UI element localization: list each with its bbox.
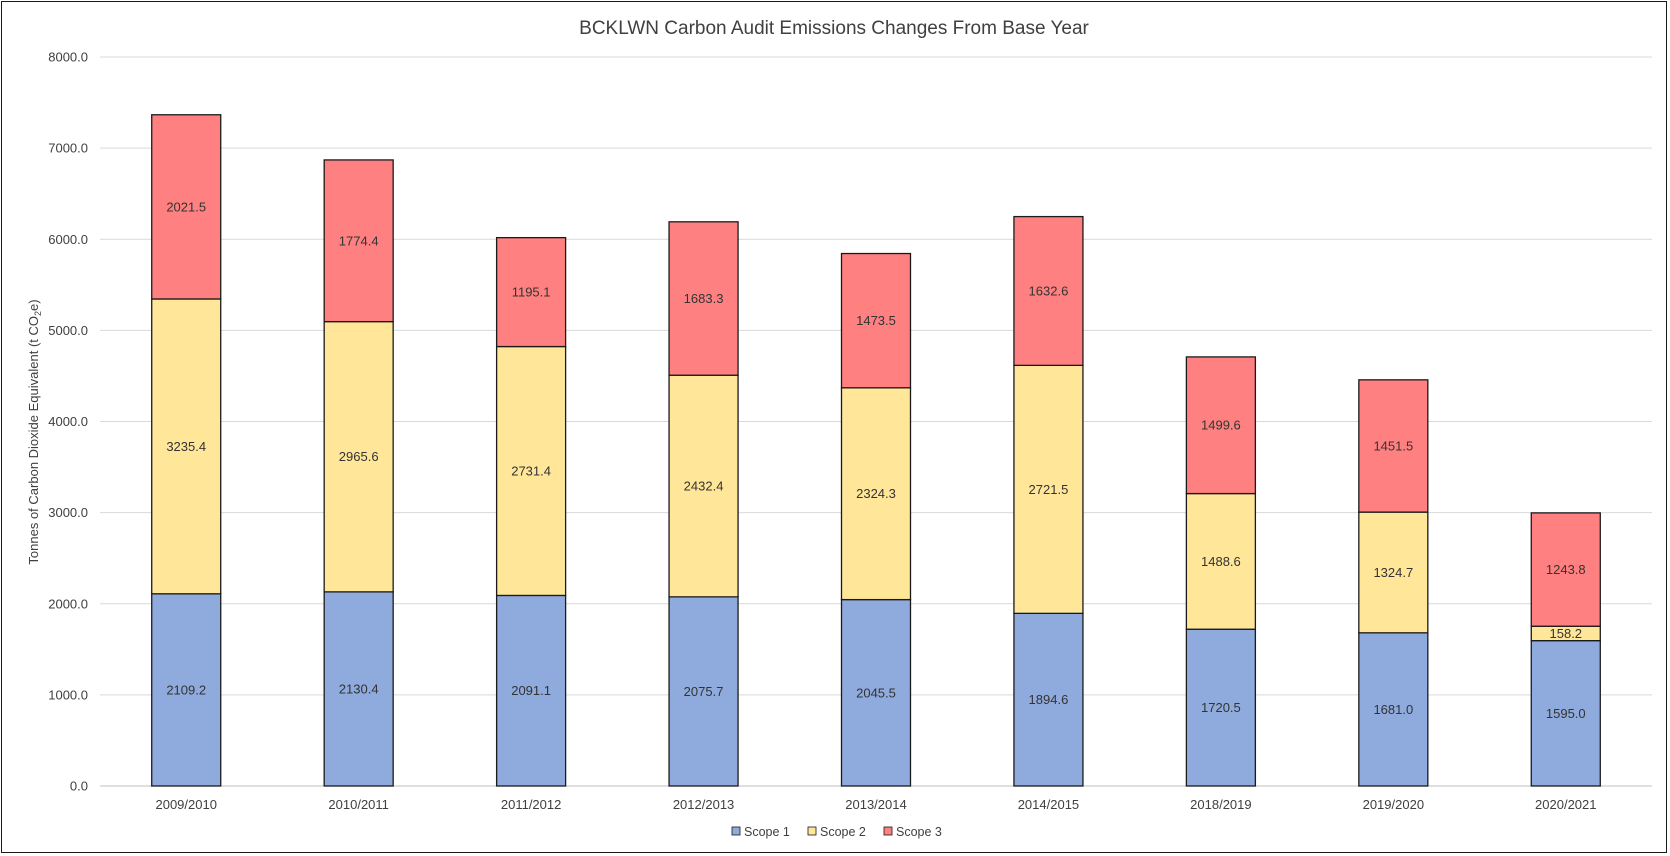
x-tick-label: 2009/2010 <box>155 797 216 812</box>
bar-segment-scope-1 <box>840 598 912 787</box>
bar-segment-scope-1 <box>1530 640 1601 787</box>
y-axis-label-subscript: 2 <box>33 311 43 316</box>
x-tick-label: 2011/2012 <box>501 797 562 812</box>
bar-segment-scope-2 <box>668 374 739 598</box>
data-label-scope-2: 2731.4 <box>511 463 551 478</box>
data-label-scope-2: 2965.6 <box>339 449 379 464</box>
y-tick-label: 6000.0 <box>48 232 88 247</box>
bar-segment-scope-3 <box>495 236 567 348</box>
data-label-scope-3: 1195.1 <box>512 285 551 300</box>
y-axis-ticks: 0.0 1000.0 2000.0 3000.0 4000.0 5000.0 6000.0 7… <box>48 50 88 794</box>
bar-segment-scope-3 <box>1530 512 1601 627</box>
y-axis-label: Tonnes of Carbon Dioxide Equivalent (t C… <box>26 299 43 564</box>
data-label-scope-3: 2021.5 <box>166 199 206 214</box>
x-tick-label: 2019/2020 <box>1363 797 1424 812</box>
legend: Scope 1 Scope 2 Scope 3 <box>731 825 942 839</box>
data-label-scope-2: 2432.4 <box>684 479 724 494</box>
bar-segment-scope-1 <box>1013 612 1084 787</box>
data-label-scope-1: 1681.0 <box>1373 702 1413 717</box>
x-tick-label: 2012/2013 <box>673 797 734 812</box>
data-label-scope-3: 1451.5 <box>1373 438 1413 453</box>
bar-segment-scope-1 <box>1358 632 1429 787</box>
data-label-scope-3: 1243.8 <box>1546 562 1586 577</box>
bar-segment-scope-3 <box>1358 379 1429 513</box>
legend-swatch-scope-3 <box>883 826 893 836</box>
y-tick-label: 8000.0 <box>48 50 88 65</box>
chart-title: BCKLWN Carbon Audit Emissions Changes Fr… <box>579 18 1089 39</box>
bar-segment-scope-3 <box>1013 215 1084 367</box>
y-tick-label: 3000.0 <box>48 505 88 520</box>
bar-segment-scope-1 <box>1185 628 1257 787</box>
bar-segment-scope-2 <box>323 320 394 593</box>
bar-segment-scope-2 <box>840 387 912 601</box>
y-axis-label-suffix: e) <box>26 299 41 311</box>
legend-label-scope-3: Scope 3 <box>896 825 942 839</box>
data-label-scope-1: 2075.7 <box>684 684 724 699</box>
legend-label-scope-2: Scope 2 <box>820 825 866 839</box>
data-label-scope-1: 2045.5 <box>856 685 896 700</box>
data-label-scope-2: 1488.6 <box>1201 554 1241 569</box>
legend-swatch-scope-1 <box>731 826 741 836</box>
data-label-scope-2: 158.2 <box>1550 626 1583 641</box>
y-axis-label-prefix: Tonnes of Carbon Dioxide Equivalent (t C… <box>26 316 41 565</box>
bar-segment-scope-1 <box>495 594 567 787</box>
x-tick-label: 2010/2011 <box>328 797 389 812</box>
data-label-scope-3: 1499.6 <box>1201 418 1241 433</box>
y-tick-label: 2000.0 <box>48 596 88 611</box>
bar-segment-scope-2 <box>1358 511 1429 634</box>
y-tick-label: 7000.0 <box>48 141 88 156</box>
data-label-scope-1: 1894.6 <box>1029 692 1069 707</box>
data-label-scope-1: 1595.0 <box>1546 706 1586 721</box>
bar-segment-scope-3 <box>840 252 912 389</box>
legend-label-scope-1: Scope 1 <box>744 825 790 839</box>
legend-swatch-scope-2 <box>807 826 817 836</box>
bar-segment-scope-2 <box>495 345 567 597</box>
data-label-scope-3: 1774.4 <box>339 233 379 248</box>
data-label-scope-3: 1683.3 <box>684 291 724 306</box>
bar-segment-scope-3 <box>1185 356 1257 495</box>
data-label-scope-2: 2721.5 <box>1029 482 1069 497</box>
data-label-scope-2: 2324.3 <box>856 486 896 501</box>
data-label-scope-2: 3235.4 <box>166 439 206 454</box>
bar-segment-scope-1 <box>668 596 739 787</box>
bar-segment-scope-2 <box>1013 364 1084 615</box>
x-tick-label: 2014/2015 <box>1018 797 1079 812</box>
data-label-scope-1: 2109.2 <box>166 682 206 697</box>
y-tick-label: 0.0 <box>70 779 88 794</box>
data-label-scope-1: 2091.1 <box>511 683 551 698</box>
y-tick-label: 5000.0 <box>48 323 88 338</box>
data-label-scope-1: 1720.5 <box>1201 700 1241 715</box>
data-label-scope-3: 1473.5 <box>856 313 896 328</box>
data-label-scope-1: 2130.4 <box>339 681 379 696</box>
data-label-scope-3: 1632.6 <box>1029 283 1069 298</box>
bar-segment-scope-3 <box>323 159 394 323</box>
x-axis-ticks: 2009/2010 2010/2011 2011/2012 2012/2013 2013… <box>155 797 1596 812</box>
bars: 2109.2 3235.4 2021.5 2130.4 2965.6 1774.4 2091… <box>151 114 1601 787</box>
y-tick-label: 1000.0 <box>48 687 88 702</box>
bar-segment-scope-3 <box>151 114 222 300</box>
x-tick-label: 2020/2021 <box>1535 797 1596 812</box>
x-tick-label: 2018/2019 <box>1190 797 1251 812</box>
y-tick-label: 4000.0 <box>48 414 88 429</box>
bar-segment-scope-3 <box>668 221 739 376</box>
x-tick-label: 2013/2014 <box>845 797 906 812</box>
data-label-scope-2: 1324.7 <box>1373 565 1413 580</box>
bar-segment-scope-2 <box>1185 492 1257 630</box>
